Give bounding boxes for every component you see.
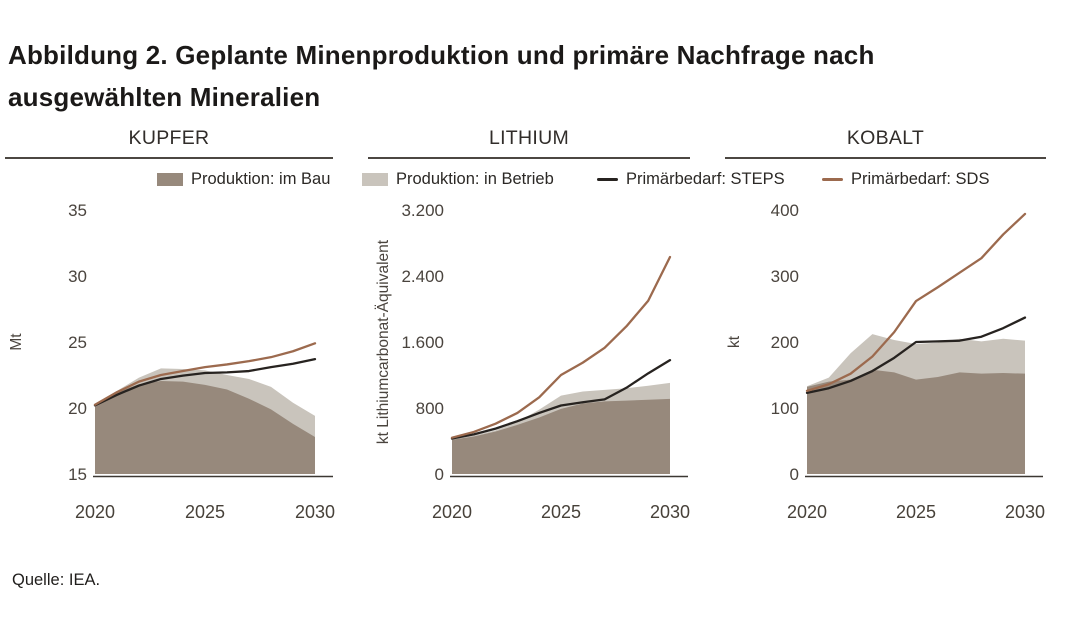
legend-swatch-im-bau-icon [157,172,183,186]
svg-text:3.200: 3.200 [401,201,444,220]
panel-rule-lithium [368,157,690,159]
panel-title-kupfer: KUPFER [128,127,210,149]
chart-kobalt: 0 100 200 300 400 2020 2025 2030 kt [726,201,1045,522]
svg-text:2020: 2020 [432,502,472,522]
chart-lithium: 0 800 1.600 2.400 3.200 2020 2025 2030 kt Lithiu… [375,201,690,522]
svg-text:1.600: 1.600 [401,333,444,352]
svg-text:200: 200 [771,333,799,352]
svg-text:2020: 2020 [75,502,115,522]
legend-item-in-betrieb: Produktion: in Betrieb [362,168,554,190]
svg-text:20: 20 [68,399,87,418]
svg-text:2.400: 2.400 [401,267,444,286]
svg-text:100: 100 [771,399,799,418]
svg-text:400: 400 [771,201,799,220]
svg-text:2025: 2025 [896,502,936,522]
legend-swatch-sds-icon [822,177,843,181]
svg-text:800: 800 [416,399,444,418]
panel-rule-kupfer [5,157,333,159]
svg-text:300: 300 [771,267,799,286]
svg-text:2030: 2030 [1005,502,1045,522]
svg-text:0: 0 [790,465,799,484]
svg-text:2025: 2025 [541,502,581,522]
svg-text:25: 25 [68,333,87,352]
svg-text:30: 30 [68,267,87,286]
legend-label-steps: Primärbedarf: STEPS [626,169,785,188]
legend-item-steps: Primärbedarf: STEPS [597,168,785,190]
figure-title-line2: ausgewählten Mineralien [8,82,321,112]
legend-label-sds: Primärbedarf: SDS [851,169,990,188]
svg-text:kt Lithiumcarbonat-Äquivalent: kt Lithiumcarbonat-Äquivalent [375,239,392,444]
panel-rule-kobalt [725,157,1046,159]
figure-title: Abbildung 2. Geplante Minenproduktion un… [8,34,875,118]
svg-text:kt: kt [726,335,743,348]
svg-text:35: 35 [68,201,87,220]
panel-title-kobalt: KOBALT [846,127,925,149]
legend-swatch-steps-icon [597,177,618,181]
svg-text:2030: 2030 [650,502,690,522]
figure-title-line1: Abbildung 2. Geplante Minenproduktion un… [8,40,875,70]
legend-label-im-bau: Produktion: im Bau [191,169,331,188]
legend-item-im-bau: Produktion: im Bau [157,168,330,190]
legend-item-sds: Primärbedarf: SDS [822,168,989,190]
panel-title-lithium: LITHIUM [488,127,570,149]
legend-swatch-in-betrieb-icon [362,172,388,186]
svg-text:2020: 2020 [787,502,827,522]
legend-label-in-betrieb: Produktion: in Betrieb [396,169,554,188]
svg-text:2030: 2030 [295,502,335,522]
svg-text:Mt: Mt [8,333,25,351]
svg-text:2025: 2025 [185,502,225,522]
svg-text:0: 0 [435,465,444,484]
source-note: Quelle: IEA. [12,571,101,589]
svg-text:15: 15 [68,465,87,484]
